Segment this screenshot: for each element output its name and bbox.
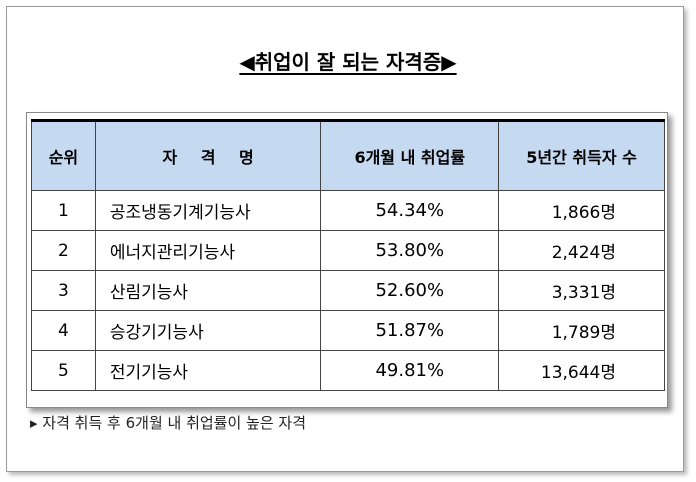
table-row: 1 공조냉동기계기능사 54.34% 1,866명 <box>31 190 665 231</box>
table-cell: 51.87% <box>320 310 500 351</box>
table-cell: 53.80% <box>320 230 500 271</box>
table-row: 5 전기기능사 49.81% 13,644명 <box>31 350 665 391</box>
table-cell: 52.60% <box>320 270 500 311</box>
table-row: 3 산림기능사 52.60% 3,331명 <box>31 270 665 311</box>
header-cell: 순위 <box>31 120 96 191</box>
table: 순위 자 격 명 6개월 내 취업률 5년간 취득자 수 1 공조냉동기계기능사 54.3… <box>31 119 665 391</box>
table-body: 1 공조냉동기계기능사 54.34% 1,866명 2 에너지관리기능사 53.80% 2,4… <box>31 190 665 391</box>
table-cell: 1,866명 <box>498 190 665 231</box>
table-cell: 산림기능사 <box>94 270 322 311</box>
table-cell: 54.34% <box>320 190 500 231</box>
table-cell: 3,331명 <box>498 270 665 311</box>
table-cell: 49.81% <box>320 350 500 391</box>
table-cell: 1 <box>31 190 96 231</box>
title: ◀취업이 잘 되는 자격증▶ <box>239 50 457 74</box>
footnote: ▸ 자격 취득 후 6개월 내 취업률이 높은 자격 <box>30 414 307 432</box>
header-cell: 5년간 취득자 수 <box>498 120 665 191</box>
table-box: 순위 자 격 명 6개월 내 취업률 5년간 취득자 수 1 공조냉동기계기능사 54.3… <box>26 112 668 408</box>
header-row: 순위 자 격 명 6개월 내 취업률 5년간 취득자 수 <box>31 120 665 191</box>
table-cell: 전기기능사 <box>94 350 322 391</box>
table-cell: 2 <box>31 230 96 271</box>
table-cell: 1,789명 <box>498 310 665 351</box>
table-cell: 2,424명 <box>498 230 665 271</box>
table-cell: 공조냉동기계기능사 <box>94 190 322 231</box>
table-cell: 승강기기능사 <box>94 310 322 351</box>
table-cell: 13,644명 <box>498 350 665 391</box>
table-cell: 4 <box>31 310 96 351</box>
table-row: 4 승강기기능사 51.87% 1,789명 <box>31 310 665 351</box>
table-cell: 5 <box>31 350 96 391</box>
table-cell: 에너지관리기능사 <box>94 230 322 271</box>
table-cell: 3 <box>31 270 96 311</box>
header-cell: 6개월 내 취업률 <box>320 120 500 191</box>
header-cell: 자 격 명 <box>94 120 322 191</box>
table-row: 2 에너지관리기능사 53.80% 2,424명 <box>31 230 665 271</box>
